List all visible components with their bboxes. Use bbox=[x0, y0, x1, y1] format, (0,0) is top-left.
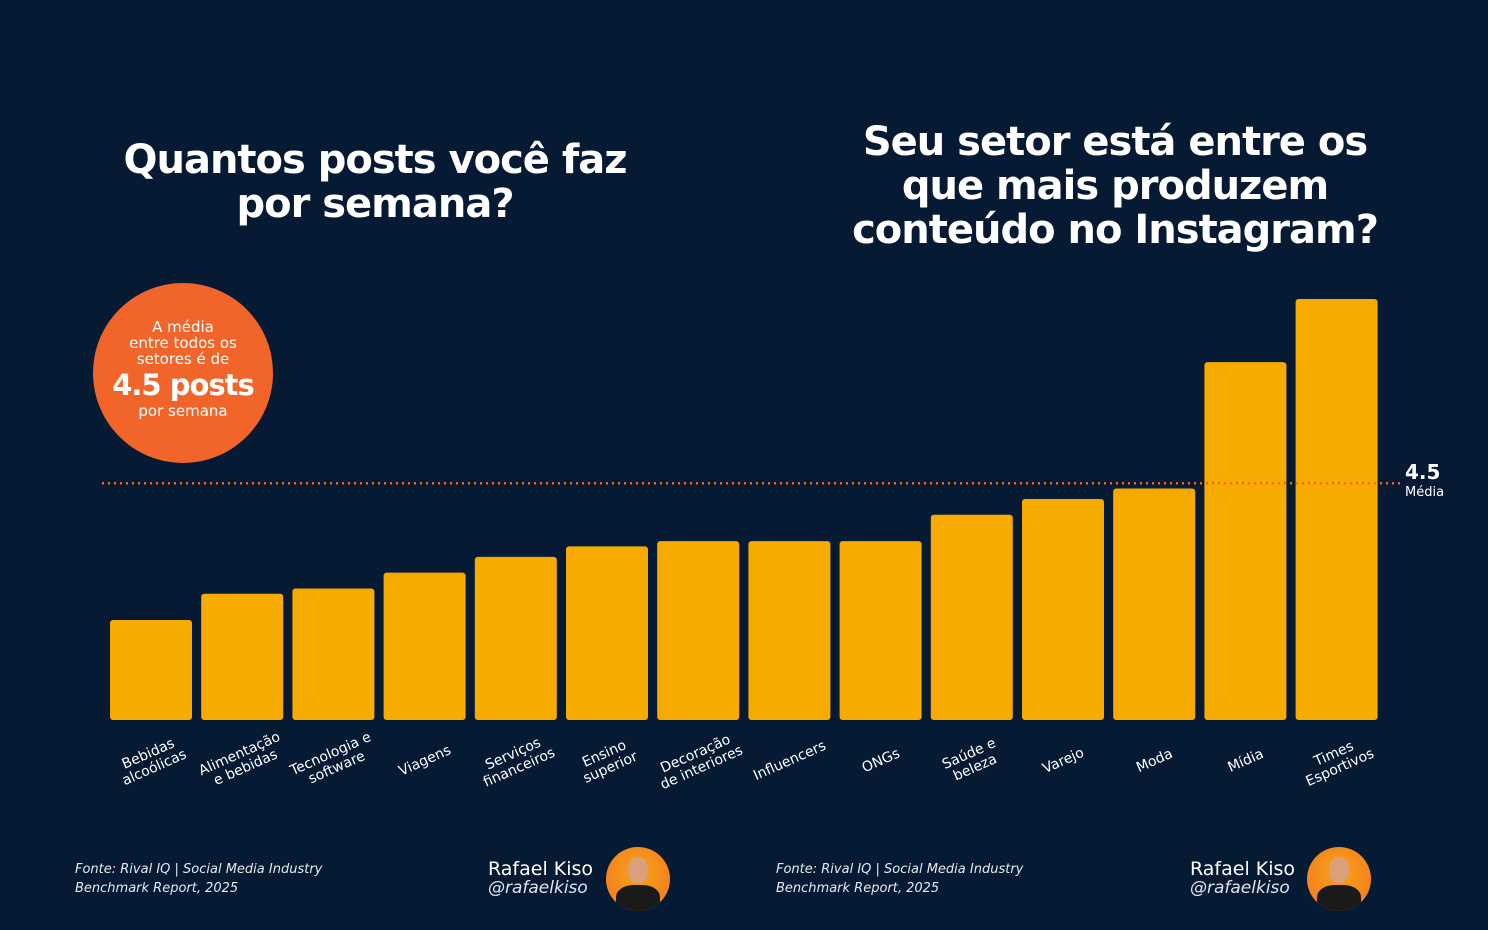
bar bbox=[201, 593, 284, 720]
bar bbox=[474, 556, 557, 720]
x-tick-label: Alimentaçãoe bebidas bbox=[196, 729, 288, 793]
average-value-label: 4.5 bbox=[1405, 460, 1440, 484]
bar bbox=[383, 572, 466, 720]
x-tick-label: TimesEsportivos bbox=[1297, 732, 1376, 790]
left-title: Quantos posts você faz por semana? bbox=[123, 137, 627, 227]
source-line2: Benchmark Report, 2025 bbox=[75, 881, 239, 896]
x-tick-label: Mídia bbox=[1226, 746, 1267, 776]
x-tick-label: Saúde ebeleza bbox=[940, 735, 1005, 786]
source-right: Fonte: Rival IQ | Social Media Industry … bbox=[776, 860, 1023, 898]
x-tick-label: ONGs bbox=[860, 746, 903, 777]
source-line1: Fonte: Rival IQ | Social Media Industry bbox=[776, 862, 1024, 877]
source-line2: Benchmark Report, 2025 bbox=[776, 881, 940, 896]
x-tick-label: Decoraçãode interiores bbox=[652, 729, 745, 793]
bar bbox=[566, 546, 648, 720]
bar bbox=[1113, 488, 1196, 720]
callout-line1: A média bbox=[152, 318, 214, 336]
author-left: Rafael Kiso @rafaelkiso bbox=[488, 860, 593, 898]
author-avatar bbox=[1307, 847, 1371, 911]
right-title: Seu setor está entre os que mais produze… bbox=[852, 119, 1379, 253]
x-tick-label: Ensinosuperior bbox=[575, 735, 640, 787]
author-name: Rafael Kiso bbox=[488, 858, 594, 880]
callout-line4: por semana bbox=[138, 402, 228, 420]
average-label: Média bbox=[1405, 485, 1444, 500]
x-tick-label: Tecnologia esoftware bbox=[287, 729, 380, 793]
x-tick-label: Influencers bbox=[751, 738, 828, 784]
callout-line3: setores é de bbox=[136, 350, 230, 368]
x-tick-label: Bebidasalcoólicas bbox=[114, 733, 189, 789]
bar bbox=[1295, 299, 1378, 720]
x-tick-label: Moda bbox=[1134, 746, 1175, 776]
callout-value: 4.5 posts bbox=[112, 368, 255, 402]
source-line1: Fonte: Rival IQ | Social Media Industry bbox=[75, 862, 323, 877]
author-name: Rafael Kiso bbox=[1190, 858, 1296, 880]
author-handle: @rafaelkiso bbox=[1190, 878, 1290, 898]
bar bbox=[1204, 362, 1287, 720]
x-tick-label: Varejo bbox=[1040, 745, 1086, 777]
author-avatar bbox=[606, 847, 670, 911]
bar bbox=[748, 541, 831, 720]
source-left: Fonte: Rival IQ | Social Media Industry … bbox=[75, 860, 322, 898]
bar bbox=[839, 541, 922, 720]
average-callout: A média entre todos os setores é de 4.5 … bbox=[93, 283, 273, 463]
bar bbox=[1022, 498, 1104, 720]
bar bbox=[292, 588, 375, 720]
author-right: Rafael Kiso @rafaelkiso bbox=[1190, 860, 1295, 898]
author-handle: @rafaelkiso bbox=[488, 878, 588, 898]
bar bbox=[930, 514, 1013, 720]
callout-line2: entre todos os bbox=[129, 334, 237, 352]
bar bbox=[657, 541, 740, 720]
bar bbox=[110, 620, 192, 720]
x-tick-label: Serviçosfinanceiros bbox=[475, 731, 558, 790]
x-tick-label: Viagens bbox=[396, 742, 453, 779]
